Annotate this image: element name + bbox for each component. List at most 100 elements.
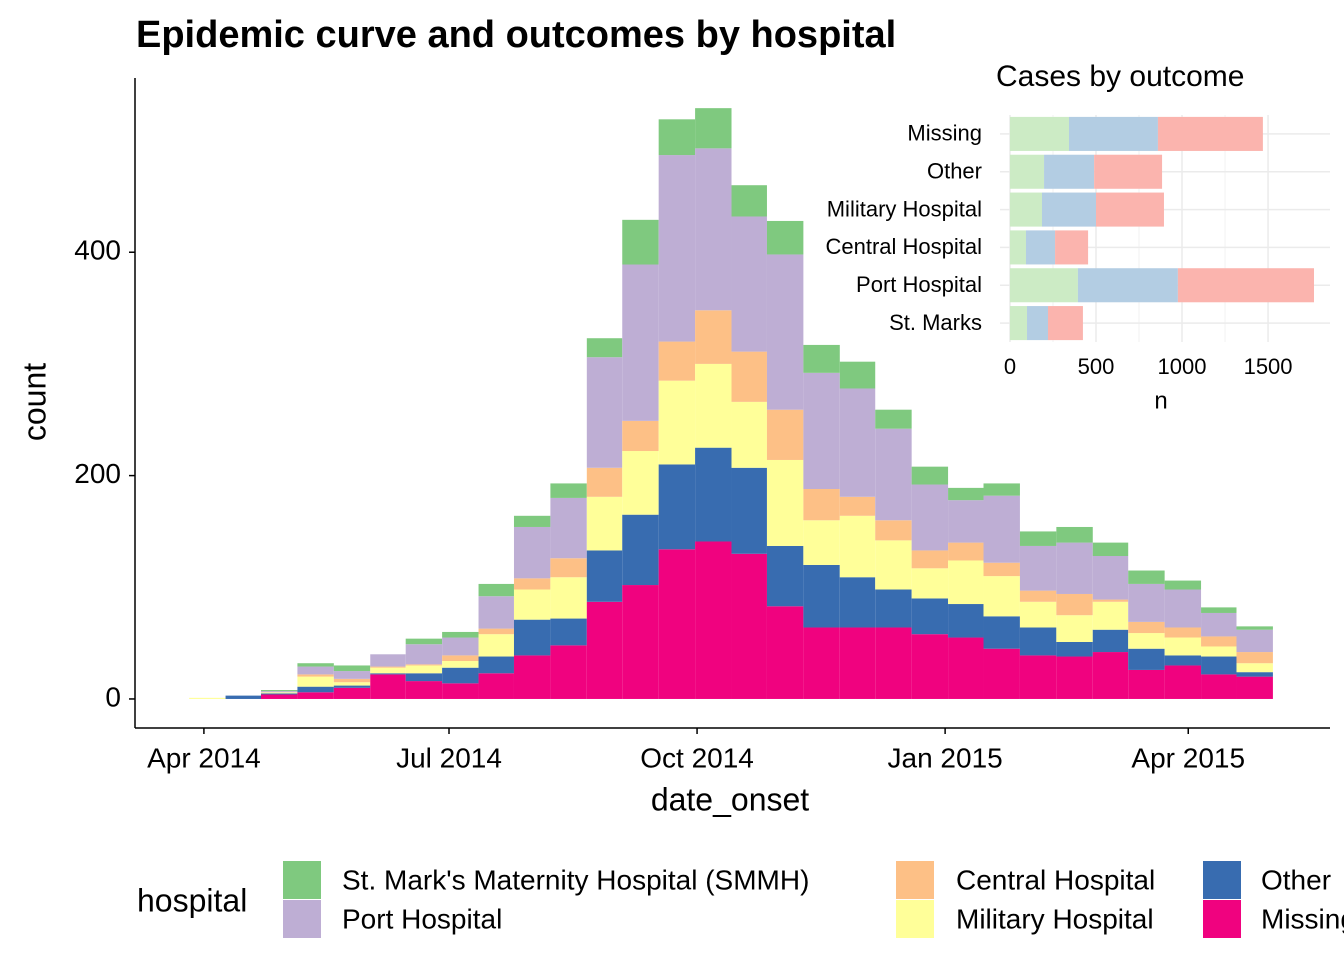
bar-segment: [1128, 570, 1165, 584]
bar-segment: [1164, 627, 1202, 638]
x-tick-label: 500: [1078, 354, 1115, 379]
bar-segment: [1201, 656, 1237, 675]
bar-segment: [1019, 601, 1057, 628]
bar-segment: [731, 401, 767, 468]
y-tick-label: Military Hospital: [827, 196, 982, 221]
bar-segment: [550, 558, 587, 578]
bar-segment: [622, 420, 659, 452]
bar-segment: [333, 671, 371, 679]
bar-segment: [442, 683, 479, 699]
bar-segment: [370, 674, 406, 699]
bar-segment: [1201, 607, 1237, 613]
bar-segment: [297, 663, 334, 667]
bar-segment: [875, 627, 912, 699]
bar-segment: [911, 568, 949, 599]
bar-segment: [297, 666, 334, 675]
bar-segment: [875, 540, 912, 590]
bar-segment: [1096, 192, 1164, 227]
bar-segment: [875, 520, 912, 541]
legend-key: [283, 861, 321, 899]
bar-segment: [1128, 633, 1165, 649]
bar-segment: [442, 660, 479, 668]
bar-segment: [766, 459, 804, 546]
bar-segment: [1009, 116, 1069, 151]
bar-segment: [1128, 583, 1165, 622]
bar-segment: [1164, 655, 1202, 666]
bar-segment: [839, 388, 876, 497]
bar-segment: [622, 451, 659, 515]
bar-segment: [1025, 230, 1056, 265]
bar-segment: [695, 108, 732, 149]
bar-segment: [442, 667, 479, 684]
bar-segment: [839, 577, 876, 628]
bar-segment: [875, 428, 912, 521]
x-tick-label: Oct 2014: [640, 742, 754, 773]
bar-segment: [983, 648, 1020, 699]
bar-segment: [948, 604, 984, 638]
legend-title: hospital: [137, 882, 247, 918]
bar-segment: [983, 616, 1020, 649]
bar-segment: [442, 637, 479, 656]
bar-segment: [911, 550, 949, 569]
bar-segment: [550, 618, 587, 646]
bar-segment: [1056, 656, 1093, 699]
legend-label: Other: [1261, 864, 1331, 895]
bar-segment: [478, 634, 514, 657]
bar-segment: [1056, 593, 1093, 616]
bar-segment: [839, 496, 876, 516]
bar-segment: [297, 674, 334, 677]
bar-segment: [803, 372, 840, 489]
bar-segment: [478, 596, 514, 629]
bar-segment: [803, 488, 840, 521]
x-tick-label: Apr 2015: [1131, 742, 1245, 773]
legend-key: [896, 900, 934, 938]
bar-segment: [1077, 268, 1178, 303]
bar-segment: [513, 589, 551, 620]
bar-segment: [1056, 542, 1093, 594]
bar-segment: [1056, 642, 1093, 657]
bar-segment: [1009, 230, 1026, 265]
bar-segment: [1019, 545, 1057, 591]
bar-segment: [478, 583, 514, 597]
bar-segment: [1019, 627, 1057, 656]
bar-segment: [1236, 626, 1273, 630]
bar-segment: [658, 380, 696, 465]
bar-segment: [658, 549, 696, 699]
bar-segment: [731, 351, 767, 402]
bar-segment: [1009, 306, 1028, 341]
bar-segment: [839, 361, 876, 389]
bar-segment: [333, 685, 371, 688]
bar-segment: [1019, 590, 1057, 602]
bar-segment: [1092, 599, 1129, 602]
bar-segment: [911, 466, 949, 485]
bar-segment: [513, 526, 551, 579]
bar-segment: [405, 665, 443, 674]
bar-segment: [803, 520, 840, 565]
bar-segment: [405, 673, 443, 682]
bar-segment: [550, 645, 587, 699]
bar-segment: [803, 344, 840, 373]
bar-segment: [1009, 268, 1078, 303]
bar-segment: [333, 678, 371, 683]
y-tick-label: Missing: [907, 121, 982, 146]
bar-segment: [803, 627, 840, 699]
bar-segment: [766, 606, 804, 699]
bar-segment: [1056, 526, 1093, 543]
bar-segment: [1041, 192, 1097, 227]
x-tick-label: 1500: [1244, 354, 1293, 379]
legend-label: Central Hospital: [956, 864, 1155, 895]
bar-segment: [1201, 636, 1237, 647]
y-tick-label: 400: [74, 235, 121, 266]
bar-segment: [948, 500, 984, 543]
bar-segment: [1201, 612, 1237, 637]
bar-segment: [1027, 306, 1049, 341]
bar-segment: [1019, 531, 1057, 546]
bar-segment: [695, 363, 732, 448]
bar-segment: [586, 550, 623, 602]
bar-segment: [1236, 663, 1273, 673]
bar-segment: [1164, 589, 1202, 628]
legend-key: [283, 900, 321, 938]
bar-segment: [1055, 230, 1089, 265]
bar-segment: [478, 656, 514, 674]
bar-segment: [911, 484, 949, 551]
